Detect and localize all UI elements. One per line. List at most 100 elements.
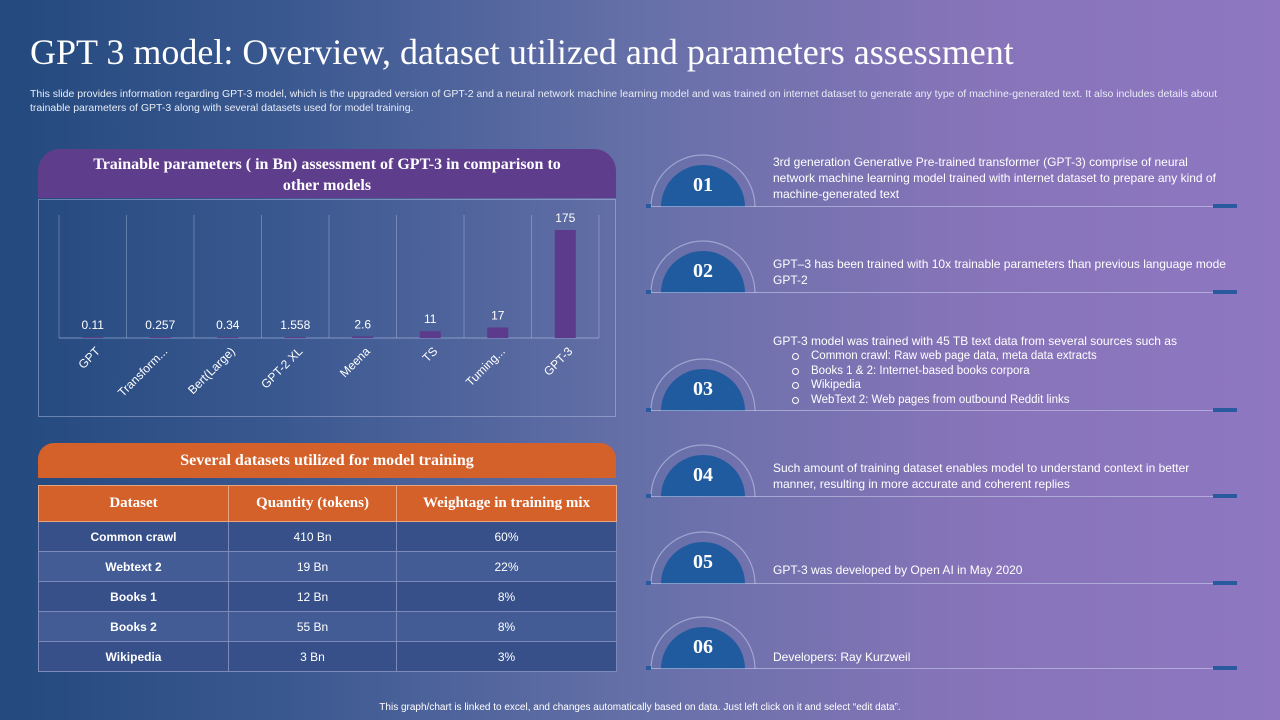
data-label: 0.34 bbox=[216, 318, 240, 332]
data-label: 0.11 bbox=[82, 318, 105, 332]
point-text: 3rd generation Generative Pre-trained tr… bbox=[773, 155, 1216, 201]
divider-marker bbox=[1213, 666, 1237, 670]
arc-outline bbox=[650, 240, 756, 294]
table-row: Books 2 55 Bn 8% bbox=[38, 611, 617, 642]
weightage-cell: 60% bbox=[396, 521, 617, 552]
divider-marker bbox=[646, 494, 651, 498]
bar-0[interactable] bbox=[82, 337, 104, 338]
column-header-weightage: Weightage in training mix bbox=[396, 485, 617, 522]
point-text: GPT–3 has been trained with 10x trainabl… bbox=[773, 257, 1226, 287]
list-item: Books 1 & 2: Internet-based books corpor… bbox=[791, 364, 1233, 379]
point-number: 04 bbox=[693, 464, 713, 486]
divider-marker bbox=[1213, 581, 1237, 585]
table-row: Webtext 2 19 Bn 22% bbox=[38, 551, 617, 582]
column-header-quantity: Quantity (tokens) bbox=[228, 485, 397, 522]
arc-fill bbox=[661, 627, 745, 669]
table-row: Wikipedia 3 Bn 3% bbox=[38, 641, 617, 672]
point-number: 06 bbox=[693, 636, 713, 658]
point-text: GPT-3 was developed by Open AI in May 20… bbox=[773, 563, 1023, 577]
bar-6[interactable] bbox=[487, 327, 509, 338]
arc-outline bbox=[650, 531, 756, 585]
bar-chart-svg: 0.11 GPT 0.257 Transform... 0.34 Bert(Large) 1… bbox=[58, 211, 600, 400]
point-number: 05 bbox=[693, 551, 713, 573]
divider bbox=[648, 410, 1237, 411]
dataset-cell: Books 2 bbox=[38, 611, 229, 642]
weightage-cell: 8% bbox=[396, 581, 617, 612]
bar-chart[interactable]: 0.11 GPT 0.257 Transform... 0.34 Bert(Large) 1… bbox=[38, 199, 616, 417]
data-label: 1.558 bbox=[280, 318, 310, 332]
quantity-cell: 3 Bn bbox=[228, 641, 397, 672]
bar-1[interactable] bbox=[149, 337, 171, 338]
arc-outline bbox=[650, 154, 756, 208]
arc-fill bbox=[661, 542, 745, 584]
data-label: 0.257 bbox=[145, 318, 175, 332]
bar-7[interactable] bbox=[554, 230, 576, 338]
divider-marker bbox=[1213, 204, 1237, 208]
bar-3[interactable] bbox=[284, 337, 306, 338]
x-tick-label: Transform... bbox=[115, 344, 170, 399]
point-text: GPT-3 model was trained with 45 TB text … bbox=[773, 333, 1233, 407]
divider-marker bbox=[646, 204, 651, 208]
divider-marker bbox=[1213, 494, 1237, 498]
x-tick-label: Meena bbox=[337, 344, 373, 380]
divider-marker bbox=[646, 581, 651, 585]
point-number: 01 bbox=[693, 174, 713, 196]
bar-5[interactable] bbox=[419, 331, 441, 338]
column-header-dataset: Dataset bbox=[38, 485, 229, 522]
point-text: Such amount of training dataset enables … bbox=[773, 461, 1190, 491]
data-label: 11 bbox=[424, 312, 437, 326]
number-arc-icon bbox=[648, 356, 758, 412]
number-arc-icon bbox=[648, 529, 758, 585]
arc-outline bbox=[650, 358, 756, 412]
divider bbox=[648, 292, 1237, 293]
x-tick-label: Bert(Large) bbox=[185, 344, 238, 397]
data-label: 17 bbox=[491, 309, 505, 323]
quantity-cell: 12 Bn bbox=[228, 581, 397, 612]
number-arc-svg bbox=[650, 531, 756, 585]
divider bbox=[648, 206, 1237, 207]
arc-outline bbox=[650, 616, 756, 670]
point-text: Developers: Ray Kurzweil bbox=[773, 650, 911, 664]
dataset-cell: Common crawl bbox=[38, 521, 229, 552]
point-text-intro: GPT-3 model was trained with 45 TB text … bbox=[773, 334, 1177, 348]
divider-marker bbox=[1213, 408, 1237, 412]
x-tick-label: TS bbox=[420, 344, 441, 365]
divider bbox=[648, 496, 1237, 497]
data-label: 175 bbox=[555, 211, 575, 225]
arc-fill bbox=[661, 369, 745, 411]
bar-4[interactable] bbox=[352, 336, 374, 338]
x-tick-label: GPT bbox=[76, 344, 104, 372]
data-label: 2.6 bbox=[354, 317, 371, 331]
number-arc-icon bbox=[648, 442, 758, 498]
weightage-cell: 8% bbox=[396, 611, 617, 642]
dataset-cell: Books 1 bbox=[38, 581, 229, 612]
quantity-cell: 19 Bn bbox=[228, 551, 397, 582]
page-title: GPT 3 model: Overview, dataset utilized … bbox=[30, 32, 1014, 72]
arc-fill bbox=[661, 251, 745, 293]
arc-outline bbox=[650, 444, 756, 498]
table-header: Several datasets utilized for model trai… bbox=[38, 443, 616, 478]
number-arc-icon bbox=[648, 614, 758, 670]
divider-marker bbox=[646, 290, 651, 294]
table-row: Books 1 12 Bn 8% bbox=[38, 581, 617, 612]
bar-2[interactable] bbox=[217, 337, 239, 338]
list-item: WebText 2: Web pages from outbound Reddi… bbox=[791, 393, 1233, 408]
divider-marker bbox=[646, 666, 651, 670]
point-number: 02 bbox=[693, 260, 713, 282]
list-item: Common crawl: Raw web page data, meta da… bbox=[791, 349, 1233, 364]
number-arc-svg bbox=[650, 358, 756, 412]
point-number: 03 bbox=[693, 378, 713, 400]
divider bbox=[648, 668, 1237, 669]
page-subtitle: This slide provides information regardin… bbox=[30, 88, 1218, 114]
x-tick-label: GPT-3 bbox=[541, 344, 576, 379]
chart-header: Trainable parameters ( in Bn) assessment… bbox=[38, 149, 616, 198]
quantity-cell: 410 Bn bbox=[228, 521, 397, 552]
weightage-cell: 22% bbox=[396, 551, 617, 582]
dataset-cell: Wikipedia bbox=[38, 641, 229, 672]
arc-fill bbox=[661, 455, 745, 497]
number-arc-icon bbox=[648, 238, 758, 294]
source-list: Common crawl: Raw web page data, meta da… bbox=[791, 349, 1233, 407]
list-item: Wikipedia bbox=[791, 378, 1233, 393]
quantity-cell: 55 Bn bbox=[228, 611, 397, 642]
x-tick-label: GPT-2 XL bbox=[258, 344, 305, 391]
